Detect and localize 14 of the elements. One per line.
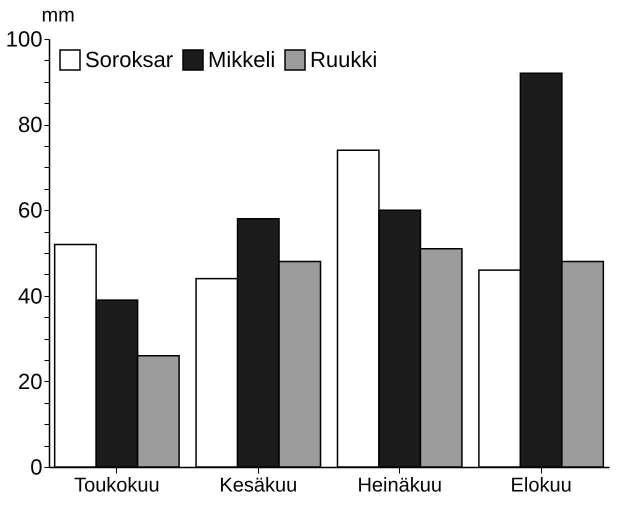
x-tick-label: Elokuu — [510, 474, 572, 496]
x-tick-label: Kesäkuu — [219, 474, 298, 496]
y-axis-title: mm — [42, 4, 75, 26]
y-tick-label: 0 — [30, 454, 42, 480]
y-tick-label: 100 — [6, 26, 42, 52]
y-tick-label: 80 — [18, 112, 42, 138]
y-tick-label: 20 — [18, 368, 42, 394]
y-tick-label: 60 — [18, 198, 42, 223]
y-tick-label: 40 — [18, 283, 42, 308]
legend-label: Ruukki — [310, 47, 378, 72]
legend-label: Soroksar — [85, 47, 174, 72]
x-tick-label: Heinäkuu — [357, 474, 442, 496]
legend-label: Mikkeli — [208, 47, 276, 72]
x-tick-label: Toukokuu — [74, 474, 160, 496]
